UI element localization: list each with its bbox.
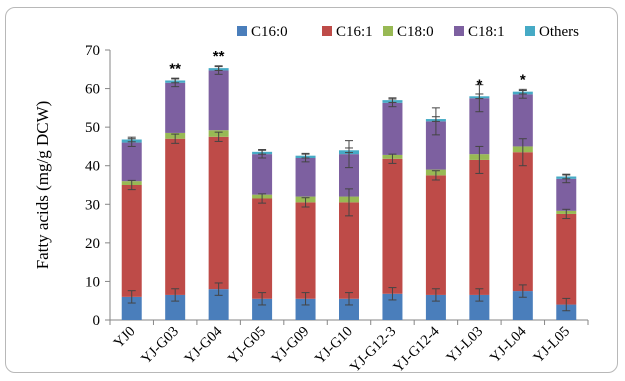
significance-marker: *	[520, 72, 526, 89]
legend-swatch	[454, 26, 464, 36]
x-category-label: YJ-G12-3	[347, 324, 399, 376]
x-category-label: YJ-G05	[225, 324, 269, 368]
bar-segment-c16-1	[165, 139, 185, 295]
legend-label: Others	[539, 24, 579, 40]
x-category-label: YJ-L04	[487, 323, 530, 366]
legend-swatch	[383, 26, 393, 36]
significance-marker: **	[169, 60, 181, 77]
bar-segment-c18-1	[556, 179, 576, 211]
x-category-label: YJ-L05	[530, 324, 573, 367]
x-category-label: YJ0	[111, 324, 139, 352]
y-tick-label: 0	[93, 313, 101, 329]
y-tick-label: 10	[85, 274, 100, 290]
y-tick-label: 40	[85, 159, 100, 175]
x-category-label: YJ-G09	[269, 324, 313, 368]
y-tick-label: 30	[85, 197, 100, 213]
x-category-label: YJ-G10	[312, 324, 356, 368]
legend-label: C16:1	[336, 24, 373, 40]
y-axis-title: Fatty acids (mg/g DCW)	[33, 101, 52, 270]
y-tick-label: 70	[85, 43, 100, 59]
bar-segment-c18-1	[209, 70, 229, 130]
legend-label: C18:1	[468, 24, 505, 40]
bar-segment-c16-1	[426, 175, 446, 295]
x-category-label: YJ-L03	[444, 324, 487, 367]
bar-segment-c18-1	[252, 154, 272, 195]
y-tick-label: 50	[85, 120, 100, 136]
bar-segment-c18-1	[382, 103, 402, 155]
y-tick-label: 60	[85, 82, 100, 98]
x-category-label: YJ-G03	[138, 324, 182, 368]
legend-label: C18:0	[397, 24, 434, 40]
bar-segment-c16-1	[296, 202, 316, 298]
bar-segment-c16-1	[122, 185, 142, 297]
bar-segment-c18-1	[296, 158, 316, 197]
significance-marker: **	[213, 48, 225, 65]
bar-segment-c16-1	[513, 152, 533, 291]
legend-swatch	[237, 26, 247, 36]
bar-segment-c18-1	[122, 143, 142, 182]
bar-segment-c16-1	[252, 199, 272, 299]
bar-segment-c16-1	[339, 202, 359, 298]
bar-segment-c16-1	[469, 160, 489, 295]
x-category-label: YJ-G04	[182, 323, 226, 367]
bar-segment-c18-1	[165, 83, 185, 133]
significance-marker: *	[476, 76, 482, 93]
legend-swatch	[322, 26, 332, 36]
y-tick-label: 20	[85, 236, 100, 252]
legend-swatch	[525, 26, 535, 36]
x-category-label: YJ-G12-4	[390, 323, 443, 376]
bar-segment-c16-1	[382, 159, 402, 294]
legend-label: C16:0	[251, 24, 288, 40]
bar-segment-c16-1	[556, 214, 576, 305]
bar-segment-c16-1	[209, 137, 229, 289]
